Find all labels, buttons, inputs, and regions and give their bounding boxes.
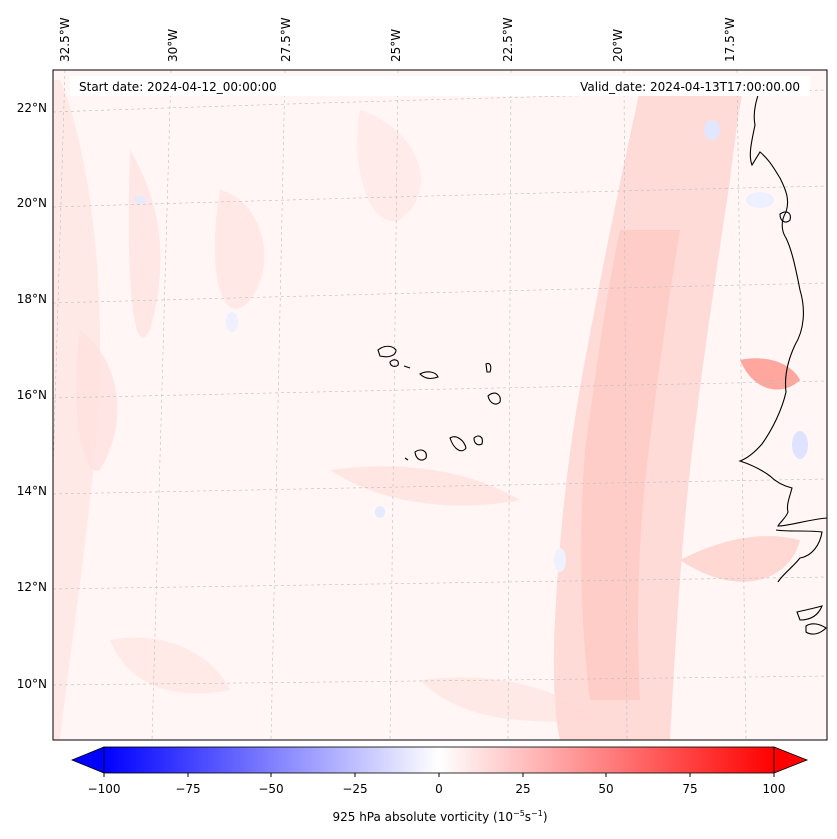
lat-label-22n: 22°N	[17, 101, 47, 115]
lon-label-27.5w: 27.5°W	[279, 17, 293, 62]
cb-tick-label: 100	[763, 782, 786, 796]
colorbar: −100 −75 −50 −25 0 25 50 75 100 925 hPa …	[70, 746, 809, 824]
cb-tick-label: −75	[175, 782, 200, 796]
start-date-label: Start date: 2024-04-12_00:00:00	[79, 80, 277, 94]
lat-label-10n: 10°N	[17, 677, 47, 691]
lon-label-30w: 30°W	[166, 29, 180, 62]
cb-tick-label: 0	[435, 782, 443, 796]
cb-tick-label: 25	[515, 782, 530, 796]
lat-label-14n: 14°N	[17, 484, 47, 498]
coastline-cape-verde	[377, 345, 501, 461]
colorbar-gradient	[103, 746, 775, 774]
lon-label-17.5w: 17.5°W	[723, 17, 737, 62]
cb-tick-label: 50	[598, 782, 613, 796]
lat-label-12n: 12°N	[17, 580, 47, 594]
lon-label-25w: 25°W	[389, 29, 403, 62]
gridlines	[52, 69, 828, 741]
cb-tick-label: −25	[342, 782, 367, 796]
lat-label-20n: 20°N	[17, 196, 47, 210]
lat-label-18n: 18°N	[17, 292, 47, 306]
colorbar-label: 925 hPa absolute vorticity (10−5s−1)	[332, 809, 547, 824]
longitude-labels: 32.5°W 30°W 27.5°W 25°W 22.5°W 20°W 17.5…	[58, 17, 737, 62]
colorbar-ticks	[103, 773, 775, 777]
cb-tick-label: 75	[682, 782, 697, 796]
latitude-labels: 22°N 20°N 18°N 16°N 14°N 12°N 10°N	[17, 101, 47, 691]
lon-label-20w: 20°W	[611, 29, 625, 62]
vorticity-field	[53, 80, 808, 740]
cb-tick-label: −50	[258, 782, 283, 796]
cb-tick-label: −100	[88, 782, 121, 796]
colorbar-tick-labels: −100 −75 −50 −25 0 25 50 75 100	[88, 782, 786, 796]
lat-label-16n: 16°N	[17, 388, 47, 402]
coastline-africa	[738, 79, 828, 635]
date-annotation-box	[70, 76, 810, 96]
lon-label-32.5w: 32.5°W	[58, 17, 72, 62]
colorbar-min-extend	[70, 746, 105, 774]
map-panel: Start date: 2024-04-12_00:00:00 Valid_da…	[52, 69, 828, 741]
colorbar-max-extend	[773, 746, 809, 774]
lon-label-22.5w: 22.5°W	[501, 17, 515, 62]
valid-date-label: Valid_date: 2024-04-13T17:00:00.00	[580, 80, 800, 94]
